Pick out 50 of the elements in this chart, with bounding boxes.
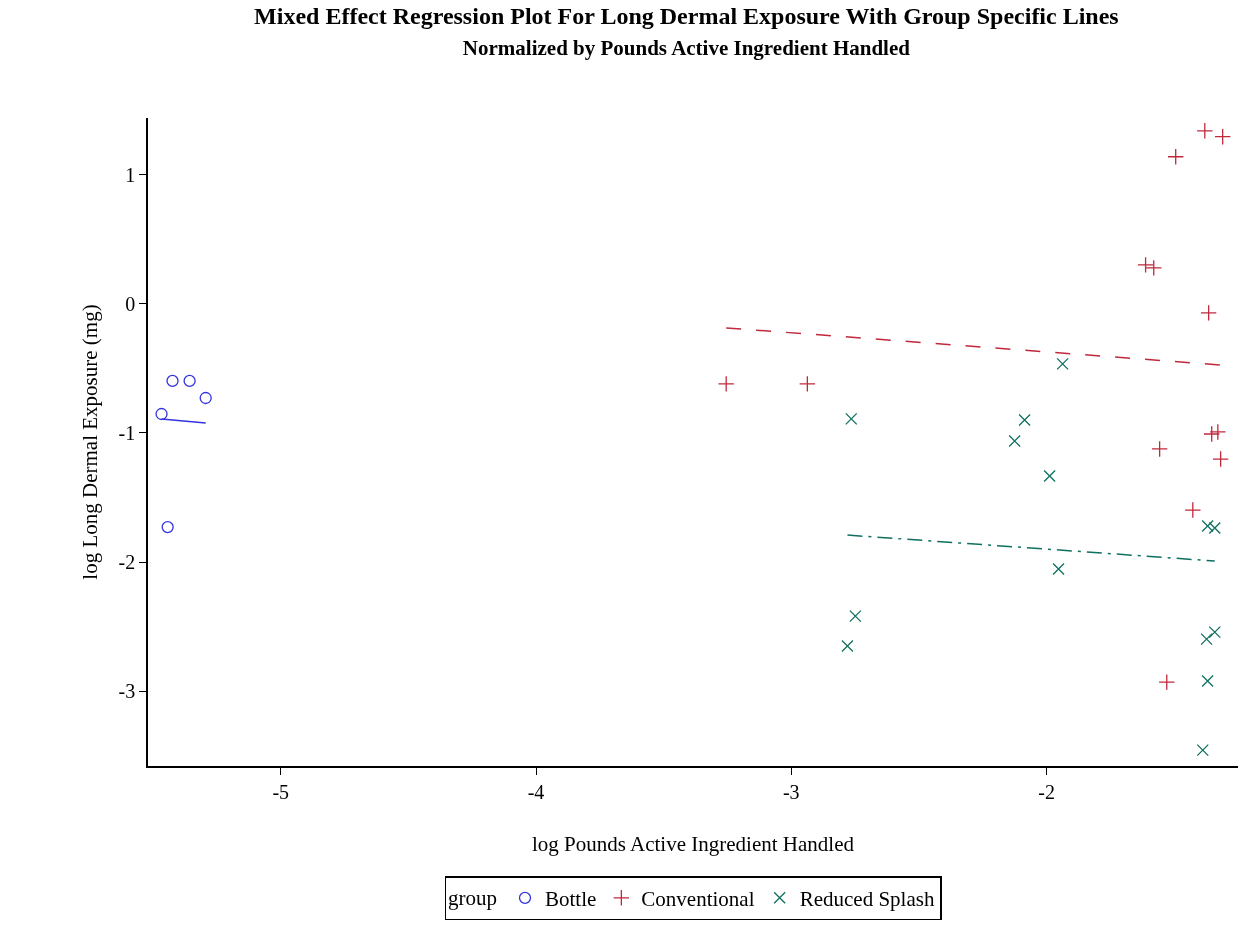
y-axis-title: log Long Dermal Exposure (mg) (78, 304, 103, 580)
point (1167, 148, 1185, 166)
point (1208, 625, 1221, 639)
point (1201, 519, 1214, 533)
point (155, 407, 168, 421)
x-tick-label: -5 (272, 780, 290, 803)
point (1208, 521, 1221, 535)
point (1196, 743, 1209, 757)
point (1145, 259, 1163, 277)
point (1184, 501, 1202, 519)
point (161, 520, 174, 534)
point (1203, 425, 1221, 443)
point (1200, 632, 1213, 646)
point (799, 375, 816, 393)
legend-label: Conventional (641, 887, 755, 911)
point (1008, 434, 1021, 448)
point (166, 374, 179, 388)
point (1200, 304, 1217, 322)
point (849, 609, 862, 623)
point (199, 391, 212, 405)
point (1056, 357, 1069, 371)
legend-label: Bottle (545, 887, 597, 911)
y-tick-label: 1 (125, 163, 136, 186)
legend-label: Reduced Splash (799, 887, 935, 911)
point (1212, 450, 1229, 468)
x-tick-label: -2 (1038, 780, 1055, 803)
legend-title: group (448, 885, 497, 910)
point (1196, 122, 1214, 140)
point (1137, 256, 1154, 274)
y-tick-label: -1 (118, 421, 136, 444)
point (1158, 673, 1176, 691)
y-tick-label: 0 (125, 292, 136, 315)
point (1043, 469, 1056, 483)
x-tick-label: -4 (527, 780, 545, 803)
point (1201, 674, 1214, 688)
y-tick-label: -3 (118, 680, 136, 703)
y-tick-label: -2 (118, 551, 136, 574)
point (717, 375, 735, 393)
point (845, 412, 858, 426)
point (1052, 562, 1065, 576)
point (1214, 128, 1232, 146)
point (1018, 413, 1031, 427)
point (183, 374, 196, 388)
point (1209, 423, 1227, 441)
chart-subtitle: Normalized by Pounds Active Ingredient Handled (462, 35, 911, 60)
x-axis-title: log Pounds Active Ingredient Handled (532, 832, 855, 857)
point (841, 639, 854, 653)
point (1151, 440, 1168, 458)
x-tick-label: -3 (782, 780, 800, 803)
chart-title: Mixed Effect Regression Plot For Long Dermal Exposure With Group Specific Lines (254, 2, 1119, 29)
